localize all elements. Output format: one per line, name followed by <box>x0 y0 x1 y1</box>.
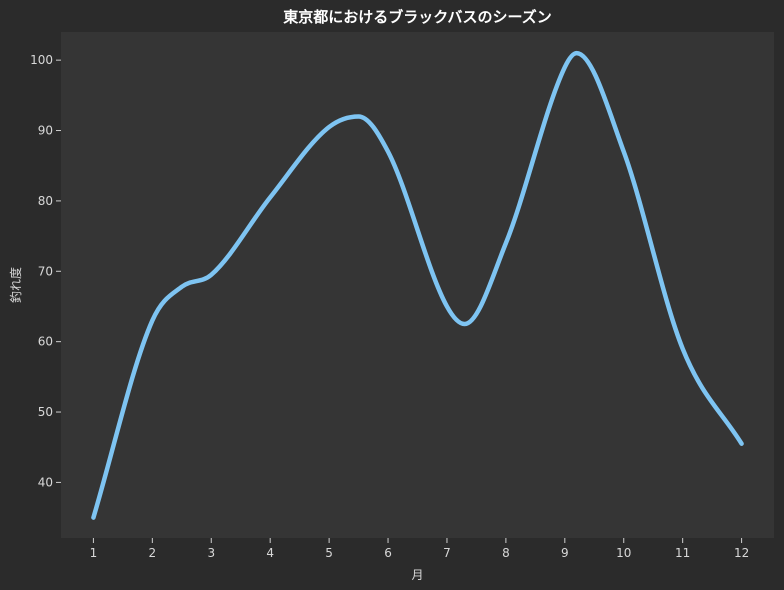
x-tick-label: 7 <box>443 546 451 560</box>
x-tick-label: 8 <box>502 546 510 560</box>
y-tick-label: 90 <box>38 124 53 138</box>
series-line <box>91 50 744 520</box>
x-tick-label: 11 <box>675 546 690 560</box>
x-tick-label: 2 <box>149 546 157 560</box>
y-tick-label: 40 <box>38 475 53 489</box>
x-tick-label: 1 <box>90 546 98 560</box>
y-tick-label: 50 <box>38 405 53 419</box>
x-tick-label: 5 <box>325 546 333 560</box>
x-tick-label: 4 <box>266 546 274 560</box>
y-axis-label: 釣れ度 <box>8 267 23 303</box>
x-tick-label: 10 <box>616 546 631 560</box>
x-tick-label: 12 <box>734 546 749 560</box>
y-tick-label: 60 <box>38 335 53 349</box>
x-tick-label: 6 <box>384 546 392 560</box>
x-tick-label: 9 <box>561 546 569 560</box>
y-tick-label: 70 <box>38 264 53 278</box>
plot-area <box>61 32 774 538</box>
y-axis: 40 50 60 70 80 90 100 <box>30 53 61 489</box>
chart-title: 東京都におけるブラックバスのシーズン <box>283 8 552 26</box>
y-tick-label: 100 <box>30 53 53 67</box>
x-axis: 1 2 3 4 5 6 7 8 9 10 11 12 <box>90 538 749 560</box>
y-tick-label: 80 <box>38 194 53 208</box>
x-tick-label: 3 <box>207 546 215 560</box>
x-axis-label: 月 <box>411 568 423 582</box>
